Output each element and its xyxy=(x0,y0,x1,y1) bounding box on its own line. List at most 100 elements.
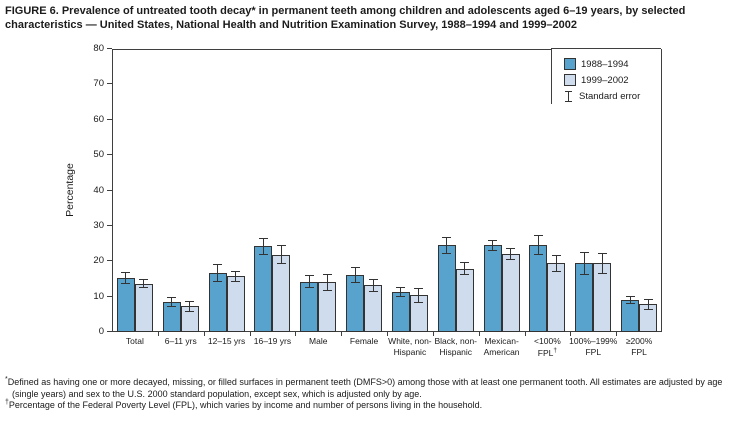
y-tick-mark xyxy=(107,189,112,191)
bar-1999-2002 xyxy=(501,254,520,332)
bar-1988-1994 xyxy=(346,275,365,332)
error-bar xyxy=(533,235,543,255)
error-bar-icon xyxy=(565,90,572,102)
x-category-label: White, non- Hispanic xyxy=(388,336,432,357)
x-category-label: Black, non- Hispanic xyxy=(434,336,478,357)
y-tick-mark xyxy=(107,118,112,120)
x-category-label: ≥200% FPL xyxy=(625,336,653,357)
error-bar xyxy=(167,296,177,308)
figure-title: FIGURE 6. Prevalence of untreated tooth … xyxy=(5,5,686,32)
bar-1999-2002 xyxy=(364,285,383,332)
y-tick-label: 0 xyxy=(98,326,104,337)
error-bar xyxy=(506,248,516,261)
x-tick-mark xyxy=(387,332,388,336)
legend-label-1988-1994: 1988–1994 xyxy=(581,58,629,70)
x-tick-mark xyxy=(249,332,251,336)
footnote-marker: † xyxy=(5,399,9,407)
error-bar xyxy=(488,240,498,251)
footnotes: *Defined as having one or more decayed, … xyxy=(5,376,731,412)
footnote-asterisk: *Defined as having one or more decayed, … xyxy=(5,376,731,400)
error-bar xyxy=(231,271,241,282)
x-category-label: Total xyxy=(125,336,144,346)
error-bar xyxy=(396,287,406,297)
error-bar xyxy=(350,266,360,284)
error-bar xyxy=(442,236,452,254)
footnote-marker: * xyxy=(5,376,8,383)
bar-1988-1994 xyxy=(483,245,502,332)
x-tick-mark xyxy=(616,332,618,336)
x-tick-mark xyxy=(341,332,343,336)
bar-1988-1994 xyxy=(621,300,640,332)
error-bar xyxy=(597,253,607,274)
error-bar xyxy=(643,299,653,310)
x-category-label: Mexican- American xyxy=(483,336,520,357)
y-tick-label: 20 xyxy=(93,255,104,267)
bar-1999-2002 xyxy=(272,254,291,332)
legend-item-1988-1994: 1988–1994 xyxy=(564,56,661,72)
y-tick-mark xyxy=(107,224,112,226)
bar-1999-2002 xyxy=(226,276,245,332)
y-tick-label: 10 xyxy=(93,290,104,302)
x-tick-mark xyxy=(203,332,205,336)
bar-1999-2002 xyxy=(134,283,153,332)
y-tick-mark xyxy=(107,295,112,297)
x-category-label: <100% FPL† xyxy=(534,336,561,358)
x-category-label: 6–11 yrs xyxy=(164,336,197,346)
bar-1999-2002 xyxy=(593,263,612,332)
error-bar xyxy=(579,252,589,275)
error-bar xyxy=(460,261,470,276)
bar-1988-1994 xyxy=(300,281,319,332)
error-bar xyxy=(551,255,561,272)
x-category-label: Female xyxy=(349,336,379,346)
y-tick-label: 50 xyxy=(93,149,104,161)
bar-1988-1994 xyxy=(254,246,273,332)
x-tick-mark xyxy=(157,332,159,336)
footnote-text: Percentage of the Federal Poverty Level … xyxy=(8,400,483,411)
y-tick-label: 80 xyxy=(93,43,104,54)
x-tick-mark xyxy=(432,332,434,336)
legend-swatch-1988-1994 xyxy=(564,58,576,70)
error-bar xyxy=(322,273,332,291)
error-bar xyxy=(414,287,424,303)
x-tick-mark xyxy=(295,332,297,336)
x-category-label: 100%–199% FPL xyxy=(569,336,618,357)
bar-1988-1994 xyxy=(391,292,410,332)
x-category-label: 16–19 yrs xyxy=(253,336,292,346)
y-tick-mark xyxy=(107,331,112,332)
error-bar xyxy=(304,275,314,289)
y-tick-label: 40 xyxy=(93,184,104,196)
x-tick-mark xyxy=(524,332,526,336)
y-tick-mark xyxy=(107,154,112,156)
bar-1988-1994 xyxy=(208,272,227,332)
x-tick-mark xyxy=(478,332,480,336)
error-bar xyxy=(258,238,268,255)
y-tick-mark xyxy=(107,48,112,49)
footnote-text: Defined as having one or more decayed, m… xyxy=(7,377,723,399)
footnote-dagger: †Percentage of the Federal Poverty Level… xyxy=(5,399,731,412)
x-category-label: 12–15 yrs xyxy=(207,336,246,346)
bar-1988-1994 xyxy=(116,278,135,332)
y-tick-mark xyxy=(107,83,112,85)
y-tick-mark xyxy=(107,260,112,262)
y-tick-label: 60 xyxy=(93,113,104,125)
bar-1999-2002 xyxy=(455,268,474,332)
bar-1988-1994 xyxy=(437,245,456,332)
x-tick-mark xyxy=(570,332,572,336)
x-category-label: Male xyxy=(309,336,328,346)
legend: 1988–1994 1999–2002 Standard error xyxy=(551,48,661,104)
error-bar xyxy=(139,278,149,289)
error-bar xyxy=(368,278,378,292)
legend-label-1999-2002: 1999–2002 xyxy=(581,74,629,86)
error-bar xyxy=(213,264,223,282)
legend-item-1999-2002: 1999–2002 xyxy=(564,72,661,88)
y-tick-label: 70 xyxy=(93,78,104,90)
error-bar xyxy=(276,245,286,265)
error-bar xyxy=(185,300,195,312)
bar-1999-2002 xyxy=(547,263,566,332)
bar-1988-1994 xyxy=(529,244,548,332)
error-bar xyxy=(121,272,131,285)
legend-item-standard-error: Standard error xyxy=(564,88,661,104)
legend-swatch-1999-2002 xyxy=(564,74,576,86)
y-tick-label: 30 xyxy=(93,219,104,231)
